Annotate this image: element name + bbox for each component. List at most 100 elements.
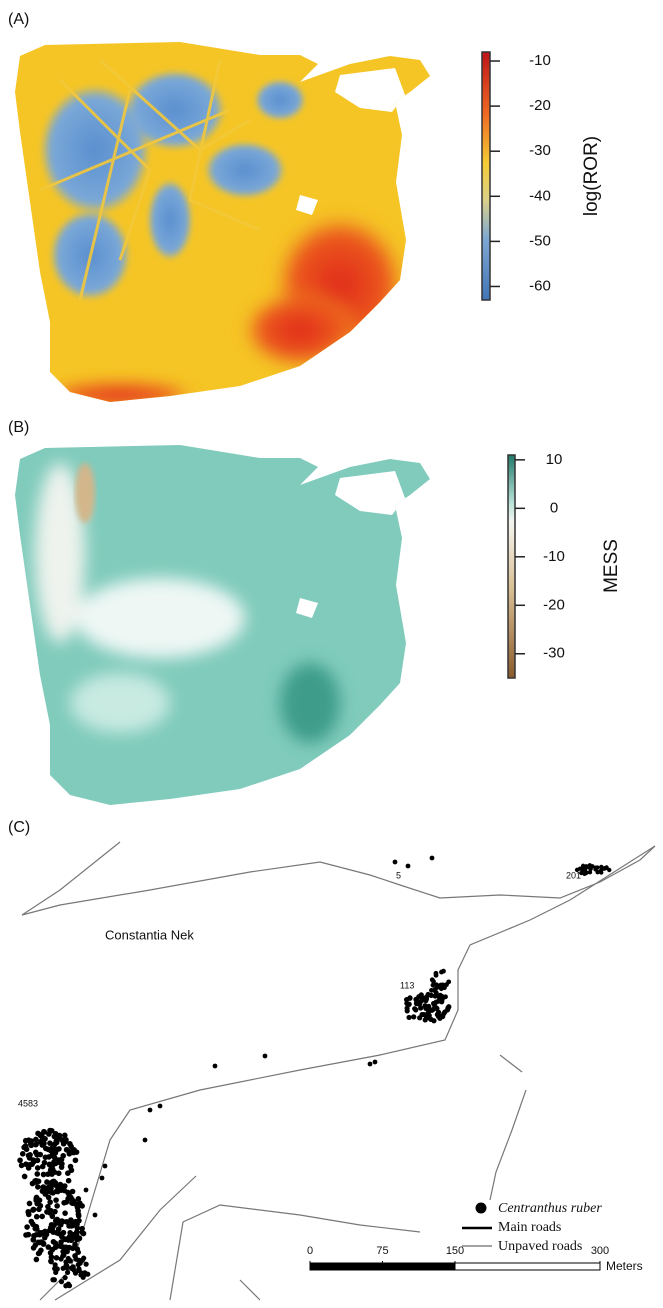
occurrence [53,1138,60,1145]
occurrence [34,1196,41,1203]
colorbar-tick-label: -10 [543,548,565,565]
count-label: 113 [400,980,414,990]
occurrence [18,1162,25,1169]
occurrence [587,870,593,875]
occurrence [62,1275,68,1281]
occurrence [37,1230,43,1236]
occurrence [441,1011,447,1017]
colorbar-tick-label: -10 [529,52,551,69]
occurrence [46,1154,52,1160]
occurrence [23,1232,29,1238]
occurrence [34,1184,41,1190]
legend-label: Centranthus ruber [498,1201,602,1216]
occurrence [52,1240,59,1247]
occurrence [65,1177,72,1184]
occurrence [39,1213,46,1220]
occurrence [71,1231,77,1238]
occurrence [41,1159,48,1166]
occurrence [40,1171,47,1178]
occurrence [49,1181,56,1187]
occurrence [431,1002,437,1008]
occurrence [58,1239,64,1245]
occurrence [33,1136,39,1143]
colorbar-tick-label: -20 [543,596,565,613]
occurrence [433,990,439,996]
occurrence [32,1141,39,1148]
colorbar-tick-label: -20 [529,97,551,114]
occurrence [584,870,589,875]
colorbar-tick-label: -30 [529,142,551,159]
occurrence [59,1161,65,1167]
occurrence [58,1279,65,1285]
occurrence [147,1107,153,1113]
scale-segment [309,1262,383,1271]
occurrence [446,979,452,985]
occurrence [40,1241,47,1247]
occurrence [411,1014,417,1020]
occurrence [23,1146,30,1153]
occurrence [76,1235,83,1242]
occurrence [83,1261,89,1267]
occurrence [46,1227,53,1234]
occurrence [142,1137,148,1143]
occurrence [404,1005,410,1011]
occurrence [446,1004,452,1010]
occurrence [65,1281,71,1287]
colorbar-title: log(ROR) [581,136,602,216]
occurrence [157,1103,163,1109]
map-a [15,42,430,402]
occurrence [438,982,444,988]
occurrence [65,1195,71,1202]
occurrence [58,1137,65,1143]
occurrence [42,1228,48,1235]
occurrence [435,1013,442,1020]
occurrence [47,1167,54,1173]
occurrence [65,1189,71,1196]
occurrence [67,1141,73,1147]
occurrence [428,1016,434,1022]
panel-label: (B) [8,419,29,436]
occurrence [429,855,435,861]
occurrence [33,1177,39,1184]
occurrence [60,1253,66,1259]
occurrence [52,1266,58,1272]
occurrence [33,1223,40,1230]
occurrence [45,1244,52,1250]
occurrence [75,1249,82,1255]
colorbar-tick-label: 0 [550,499,558,516]
occurrence [48,1254,55,1260]
occurrence [24,1224,30,1230]
scale-unit: Meters [606,1259,643,1273]
occurrence [66,1148,72,1155]
occurrence [405,863,411,869]
occurrence [392,859,398,865]
occurrence [34,1157,41,1164]
panel-label: (A) [8,11,29,28]
occurrence [64,1265,70,1271]
occurrence [92,1212,98,1218]
occurrence [76,1267,82,1274]
legend-label: Main roads [498,1220,561,1235]
occurrence [55,1170,62,1177]
occurrence [80,1230,87,1237]
occurrence [30,1206,37,1213]
occurrence [55,1188,61,1195]
occurrence [406,1001,412,1007]
occurrence [52,1244,59,1251]
occurrence [76,1200,83,1206]
occurrence [212,1063,218,1069]
occurrence [367,1061,373,1067]
occurrence [53,1255,60,1261]
colorbar-tick-label: 10 [546,451,563,468]
occurrence [41,1140,47,1147]
occurrence [26,1200,33,1207]
occurrence [47,1140,53,1146]
roads [21,841,656,1301]
occurrence [83,1187,89,1193]
occurrence [30,1245,37,1251]
place-label: Constantia Nek [105,927,194,942]
occurrence [61,1132,68,1139]
colorbar-title: MESS [601,539,622,593]
occurrence [68,1218,75,1225]
